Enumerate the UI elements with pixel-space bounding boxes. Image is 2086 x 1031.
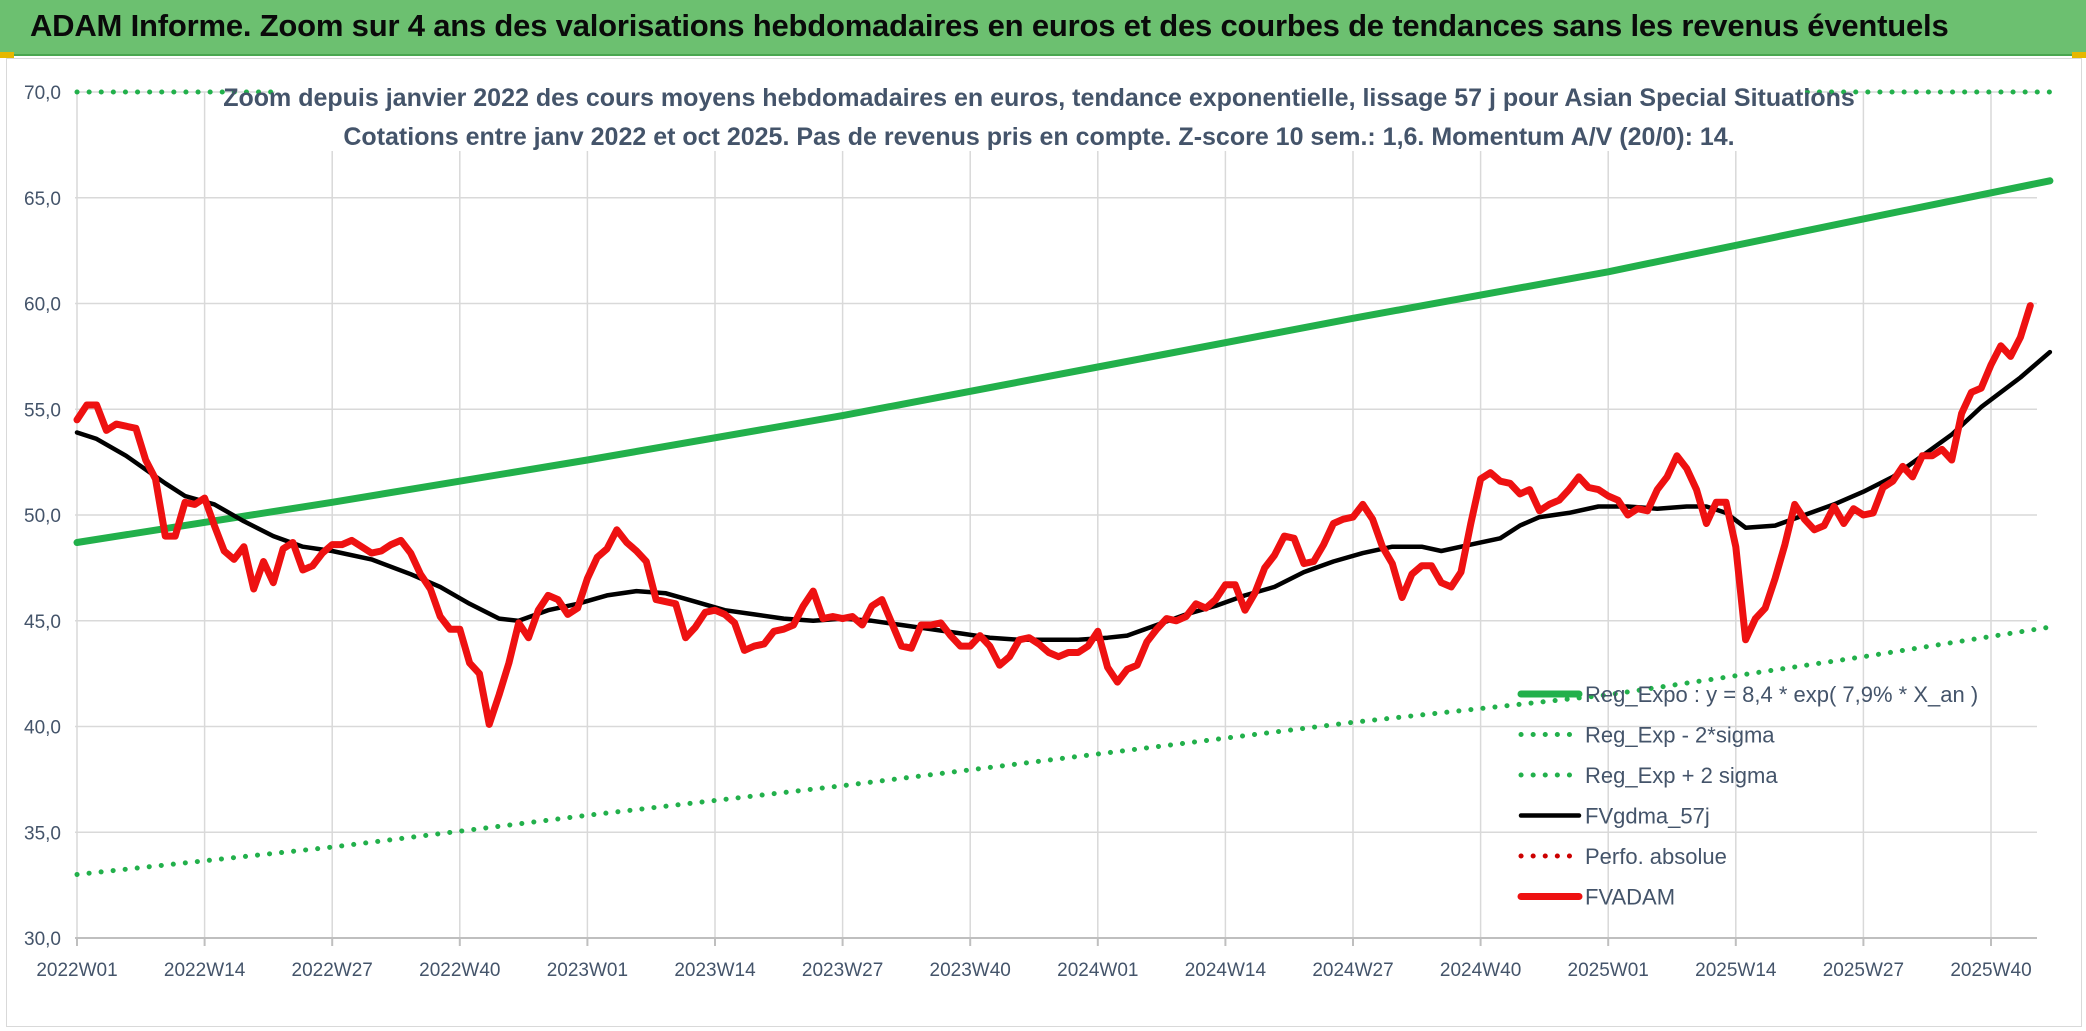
x-tick-label: 2022W40: [419, 960, 500, 981]
x-axis: 2022W01 2022W14 2022W27 2022W40 2023W01 2023W…: [36, 937, 2037, 981]
x-tick-label: 2024W14: [1185, 960, 1267, 981]
legend-item-perfo-absolue: Perfo. absolue: [1518, 844, 1727, 869]
legend-label: Reg_Expo : y = 8,4 * exp( 7,9% * X_an ): [1585, 682, 1978, 707]
x-tick-label: 2022W14: [164, 960, 246, 981]
title-background: [275, 79, 1805, 151]
x-tick-label: 2022W01: [36, 960, 117, 981]
chart-subtitle: Cotations entre janv 2022 et oct 2025. P…: [343, 123, 1734, 151]
x-tick-label: 2023W01: [547, 960, 628, 981]
line-chart: 30,0 35,0 40,0 45,0 50,0 55,0 60,0 65,0 70,0 202…: [24, 79, 2054, 981]
x-tick-label: 2025W14: [1695, 960, 1777, 981]
y-tick-label: 35,0: [24, 823, 61, 844]
x-tick-label: 2024W27: [1312, 960, 1393, 981]
y-axis: 30,0 35,0 40,0 45,0 50,0 55,0 60,0 65,0 70,0: [24, 83, 61, 950]
y-tick-label: 45,0: [24, 612, 61, 633]
x-tick-label: 2022W27: [292, 960, 373, 981]
y-tick-label: 40,0: [24, 718, 61, 739]
y-tick-label: 60,0: [24, 295, 61, 316]
legend-label: FVADAM: [1585, 885, 1675, 910]
legend-item-reg-expo: Reg_Expo : y = 8,4 * exp( 7,9% * X_an ): [1517, 682, 1978, 707]
y-tick-label: 65,0: [24, 189, 61, 210]
legend-item-reg-plus-2sigma: Reg_Exp + 2 sigma: [1518, 763, 1778, 788]
x-tick-label: 2025W40: [1950, 960, 2031, 981]
x-tick-label: 2025W27: [1823, 960, 1904, 981]
series-group: [73, 89, 2054, 877]
page-title: ADAM Informe. Zoom sur 4 ans des valoris…: [30, 8, 1949, 43]
y-tick-label: 70,0: [24, 83, 61, 104]
x-tick-label: 2023W27: [802, 960, 883, 981]
legend: Reg_Expo : y = 8,4 * exp( 7,9% * X_an ) R…: [1517, 682, 1978, 910]
chart-titles: Zoom depuis janvier 2022 des cours moyen…: [223, 79, 1855, 151]
fvadam-price-line: [73, 302, 2034, 728]
x-tick-label: 2025W01: [1568, 960, 1649, 981]
regression-expo-line: [73, 177, 2054, 546]
legend-item-fvadam: FVADAM: [1517, 885, 1675, 910]
legend-label: Reg_Exp + 2 sigma: [1585, 763, 1778, 788]
legend-label: Perfo. absolue: [1585, 844, 1727, 869]
y-tick-label: 50,0: [24, 506, 61, 527]
legend-item-fvgdma: FVgdma_57j: [1518, 804, 1710, 829]
y-tick-label: 55,0: [24, 400, 61, 421]
legend-label: FVgdma_57j: [1585, 804, 1710, 829]
chart-area: 30,0 35,0 40,0 45,0 50,0 55,0 60,0 65,0 70,0 202…: [6, 58, 2082, 1027]
chart-title: Zoom depuis janvier 2022 des cours moyen…: [223, 84, 1855, 112]
x-tick-label: 2024W40: [1440, 960, 1521, 981]
x-tick-label: 2023W40: [930, 960, 1011, 981]
regression-minus-2sigma-line: [74, 624, 2053, 877]
x-tick-label: 2024W01: [1057, 960, 1138, 981]
grid: [75, 91, 2037, 939]
legend-item-reg-minus-2sigma: Reg_Exp - 2*sigma: [1518, 723, 1775, 748]
corner-marker-left: [0, 52, 14, 58]
legend-label: Reg_Exp - 2*sigma: [1585, 723, 1775, 748]
header-bar: ADAM Informe. Zoom sur 4 ans des valoris…: [0, 0, 2086, 56]
x-tick-label: 2023W14: [674, 960, 756, 981]
corner-marker-right: [2072, 52, 2086, 58]
y-tick-label: 30,0: [24, 929, 61, 950]
